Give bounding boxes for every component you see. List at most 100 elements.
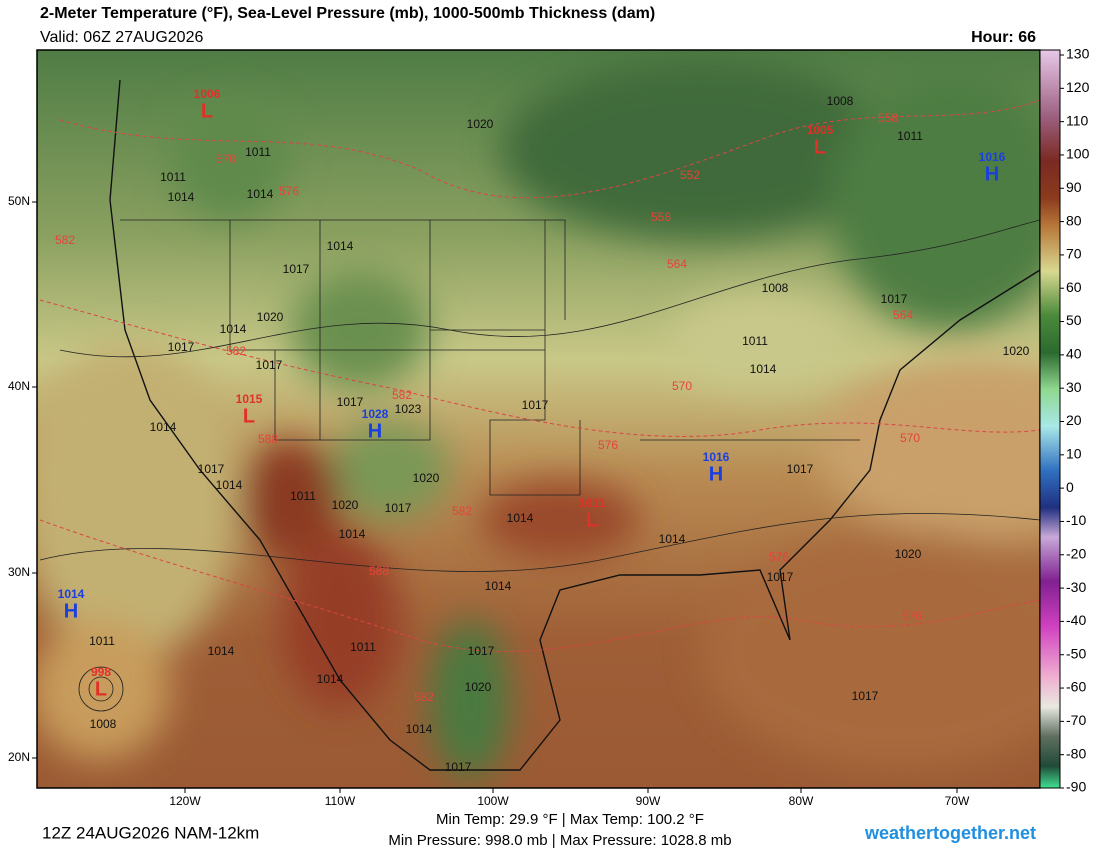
thickness-label: 564	[667, 257, 687, 271]
isobar-label: 1014	[406, 722, 433, 736]
pressure-value: 998	[91, 665, 111, 679]
pressure-value: 1014	[58, 587, 85, 601]
colorbar-label: 90	[1066, 179, 1082, 195]
state-borders	[120, 219, 860, 496]
thickness-label: 582	[414, 690, 434, 704]
pressure-value: 1006	[194, 87, 221, 101]
lon-label: 80W	[789, 794, 814, 808]
colorbar-label: 10	[1066, 446, 1082, 462]
colorbar-label: 20	[1066, 412, 1082, 428]
thickness-label: 576	[279, 184, 299, 198]
isobar-label: 1008	[90, 717, 117, 731]
isobar-label: 1017	[337, 395, 364, 409]
axis-labels: 1301201101009080706050403020100-10-20-30…	[8, 46, 1090, 808]
site-name: weathertogether.net	[864, 823, 1036, 843]
thickness-label: 576	[902, 609, 922, 623]
thickness-contour	[39, 299, 1040, 437]
isobar-label: 1017	[445, 760, 472, 774]
pressure-letter: L	[814, 136, 826, 158]
thickness-label: 558	[651, 210, 671, 224]
colorbar-label: -40	[1066, 612, 1086, 628]
colorbar-label: 40	[1066, 346, 1082, 362]
colorbar-label: -60	[1066, 679, 1086, 695]
thickness-contour	[59, 99, 1040, 199]
thickness-label: 582	[452, 504, 472, 518]
colorbar	[1039, 49, 1061, 789]
isobar-label: 1020	[895, 547, 922, 561]
pressure-letter: H	[709, 463, 723, 485]
pressure-letter: L	[586, 509, 598, 531]
colorbar-label: 110	[1066, 112, 1089, 128]
isobar-label: 1017	[767, 570, 794, 584]
colorbar-label: 130	[1066, 46, 1090, 62]
isobar-label: 1011	[89, 634, 115, 648]
isobar-label: 1008	[827, 94, 854, 108]
lat-label: 20N	[8, 750, 30, 764]
lon-label: 120W	[169, 794, 201, 808]
coastline	[109, 79, 1040, 771]
isobar-label: 1014	[750, 362, 777, 376]
isobar	[78, 666, 124, 712]
thickness-contour	[39, 519, 1040, 652]
lat-label: 40N	[8, 379, 30, 393]
isobar-label: 1017	[256, 358, 283, 372]
isobar	[59, 219, 1040, 358]
lon-label: 90W	[636, 794, 661, 808]
thickness-label: 558	[878, 111, 898, 125]
pressure-letter: L	[201, 100, 213, 122]
pressure-value: 1015	[236, 392, 263, 406]
colorbar-label: 80	[1066, 212, 1082, 228]
isobar-label: 1020	[332, 498, 359, 512]
pressure-letter: L	[243, 405, 255, 427]
isobar-label: 1011	[742, 334, 768, 348]
isobar-label: 1020	[465, 680, 492, 694]
isobar-label: 1017	[787, 462, 814, 476]
thickness-label: 552	[680, 168, 700, 182]
thickness-label: 570	[216, 152, 236, 166]
valid-time: Valid: 06Z 27AUG2026	[40, 29, 203, 46]
isobar	[39, 513, 1040, 572]
isobar-label: 1008	[762, 281, 789, 295]
colorbar-label: -90	[1066, 779, 1086, 795]
forecast-hour: Hour: 66	[971, 29, 1036, 46]
isobar-label: 1011	[290, 489, 316, 503]
pressure-value: 1016	[979, 150, 1006, 164]
lat-label: 30N	[8, 565, 30, 579]
temperature-field	[37, 60, 1040, 780]
model-run: 12Z 24AUG2026 NAM-12km	[42, 823, 259, 842]
isobar-label: 1011	[245, 145, 271, 159]
colorbar-label: -10	[1066, 512, 1086, 528]
pressure-value: 1011	[579, 496, 605, 510]
isobar-label: 1014	[659, 532, 686, 546]
isobar-label: 1017	[198, 462, 225, 476]
isobar-label: 1014	[485, 579, 512, 593]
thickness-label: 582	[226, 344, 246, 358]
thickness-label: 576	[598, 438, 618, 452]
colorbar-label: 30	[1066, 379, 1082, 395]
colorbar-label: 70	[1066, 246, 1082, 262]
isobar-label: 1011	[350, 640, 376, 654]
isobar-label: 1014	[216, 478, 243, 492]
isobar-label: 1020	[413, 471, 440, 485]
thickness-label: 564	[893, 308, 913, 322]
colorbar-label: -30	[1066, 579, 1086, 595]
colorbar-label: 60	[1066, 279, 1082, 295]
pressure-letter: L	[95, 678, 107, 700]
map-title: 2-Meter Temperature (°F), Sea-Level Pres…	[40, 5, 655, 22]
lon-label: 100W	[477, 794, 509, 808]
isobar-label: 1014	[507, 511, 534, 525]
isobar-label: 1017	[168, 340, 195, 354]
isobar-label: 1014	[247, 187, 274, 201]
isobar-label: 1017	[522, 398, 549, 412]
thickness-label: 588	[258, 432, 278, 446]
thickness-label: 582	[392, 388, 412, 402]
isobar-label: 1017	[852, 689, 879, 703]
isobar-label: 1014	[220, 322, 247, 336]
colorbar-label: 50	[1066, 312, 1082, 328]
colorbar-label: -80	[1066, 745, 1086, 761]
colorbar-label: -20	[1066, 545, 1086, 561]
pressure-letter: H	[368, 420, 382, 442]
isobar-label: 1017	[385, 501, 412, 515]
